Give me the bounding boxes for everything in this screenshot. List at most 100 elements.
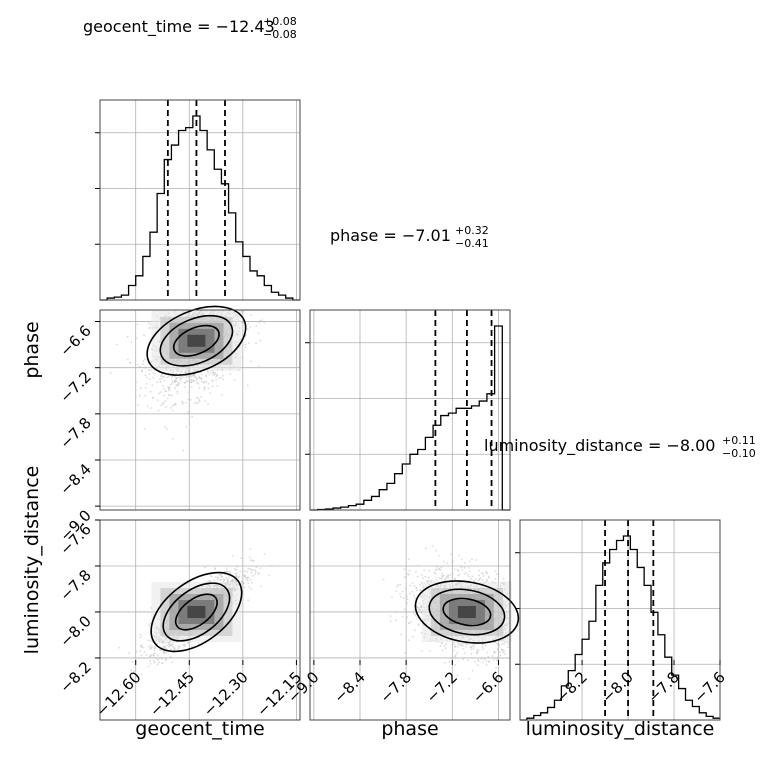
scatter-point: [421, 574, 423, 576]
scatter-point: [429, 650, 431, 652]
scatter-point: [151, 646, 154, 648]
contour-level-3: [174, 593, 218, 631]
panel-luminosity-distance-histogram: luminosity_distance = −8.00 +0.11 −0.10: [484, 434, 756, 721]
scatter-point: [497, 643, 499, 646]
scatter-point: [405, 610, 408, 613]
scatter-point: [250, 571, 253, 574]
scatter-point: [185, 425, 187, 428]
scatter-point: [171, 643, 174, 646]
scatter-point: [149, 622, 152, 624]
scatter-point: [119, 684, 122, 686]
scatter-point: [403, 576, 406, 578]
scatter-point: [159, 391, 162, 394]
scatter-point: [156, 381, 159, 384]
scatter-point: [467, 573, 469, 576]
scatter-point: [453, 568, 456, 570]
contour-level-1: [150, 571, 243, 653]
scatter-point: [456, 674, 459, 677]
scatter-point: [166, 648, 168, 650]
scatter-point: [444, 578, 447, 581]
title-phase-minus: −0.41: [455, 237, 489, 250]
scatter-point: [468, 567, 470, 569]
scatter-point: [456, 568, 459, 571]
scatter-point: [230, 580, 233, 582]
scatter-point: [167, 375, 170, 378]
scatter-point: [181, 371, 183, 373]
scatter-point: [235, 574, 238, 577]
scatter-point: [431, 545, 434, 548]
scatter-point: [149, 644, 152, 646]
scatter-point: [183, 645, 186, 647]
scatter-point: [137, 404, 140, 407]
scatter-point: [196, 381, 198, 384]
scatter-point: [389, 620, 392, 622]
scatter-point: [143, 427, 146, 430]
scatter-point: [149, 326, 152, 329]
scatter-point: [218, 574, 220, 576]
scatter-point: [157, 409, 160, 412]
scatter-point: [425, 580, 428, 582]
scatter-point: [182, 449, 185, 452]
scatter-point: [239, 570, 242, 573]
scatter-point: [243, 586, 246, 589]
scatter-point: [404, 588, 407, 590]
scatter-point: [235, 568, 238, 571]
title-geocent-time: geocent_time = −12.43: [83, 17, 275, 37]
scatter-point: [409, 592, 411, 595]
scatter-point: [219, 573, 222, 576]
scatter-point: [164, 426, 167, 429]
scatter-point: [454, 655, 456, 658]
scatter-point: [483, 658, 486, 660]
scatter-point: [167, 386, 169, 388]
scatter-point: [198, 377, 201, 379]
scatter-point: [473, 645, 476, 648]
scatter-point: [245, 578, 248, 581]
scatter-point: [457, 645, 459, 648]
scatter-point: [172, 437, 174, 440]
scatter-point: [215, 379, 218, 381]
scatter-point: [198, 387, 201, 389]
scatter-point: [247, 567, 250, 570]
scatter-point: [405, 576, 408, 579]
scatter-point: [187, 375, 190, 378]
histogram-frame: [99, 99, 301, 301]
scatter-point: [168, 386, 171, 389]
scatter-point: [165, 390, 167, 393]
scatter-point: [417, 564, 420, 567]
scatter-point: [231, 554, 234, 557]
scatter-point: [497, 646, 500, 648]
scatter-point: [427, 576, 430, 579]
scatter-point: [174, 379, 176, 382]
scatter-point: [147, 369, 150, 372]
scatter-point: [209, 580, 212, 582]
scatter-point: [170, 394, 173, 397]
scatter-point: [171, 382, 173, 384]
scatter-point: [178, 372, 181, 375]
scatter-point: [411, 582, 414, 584]
scatter-point: [145, 653, 148, 656]
scatter-point: [154, 657, 157, 659]
scatter-point: [152, 396, 154, 399]
scatter-point: [139, 633, 142, 636]
scatter-point: [415, 605, 418, 608]
scatter-point: [222, 578, 225, 581]
scatter-point: [214, 567, 217, 570]
xlabel-luminosity-distance: luminosity_distance: [526, 718, 715, 740]
scatter-point: [428, 569, 430, 572]
scatter-point: [241, 356, 243, 359]
scatter-point: [503, 643, 505, 646]
scatter-point: [164, 659, 167, 662]
histogram-step: [520, 535, 720, 721]
scatter-point: [462, 647, 465, 650]
scatter-point: [160, 404, 163, 407]
scatter-point: [482, 648, 485, 650]
scatter-point: [496, 573, 499, 575]
scatter-point: [477, 649, 480, 652]
scatter-point: [255, 566, 258, 568]
scatter-point: [465, 645, 467, 648]
scatter-point: [162, 647, 165, 649]
scatter-point: [135, 381, 138, 383]
scatter-point: [399, 592, 401, 595]
scatter-point: [481, 661, 484, 663]
scatter-point: [415, 586, 417, 589]
